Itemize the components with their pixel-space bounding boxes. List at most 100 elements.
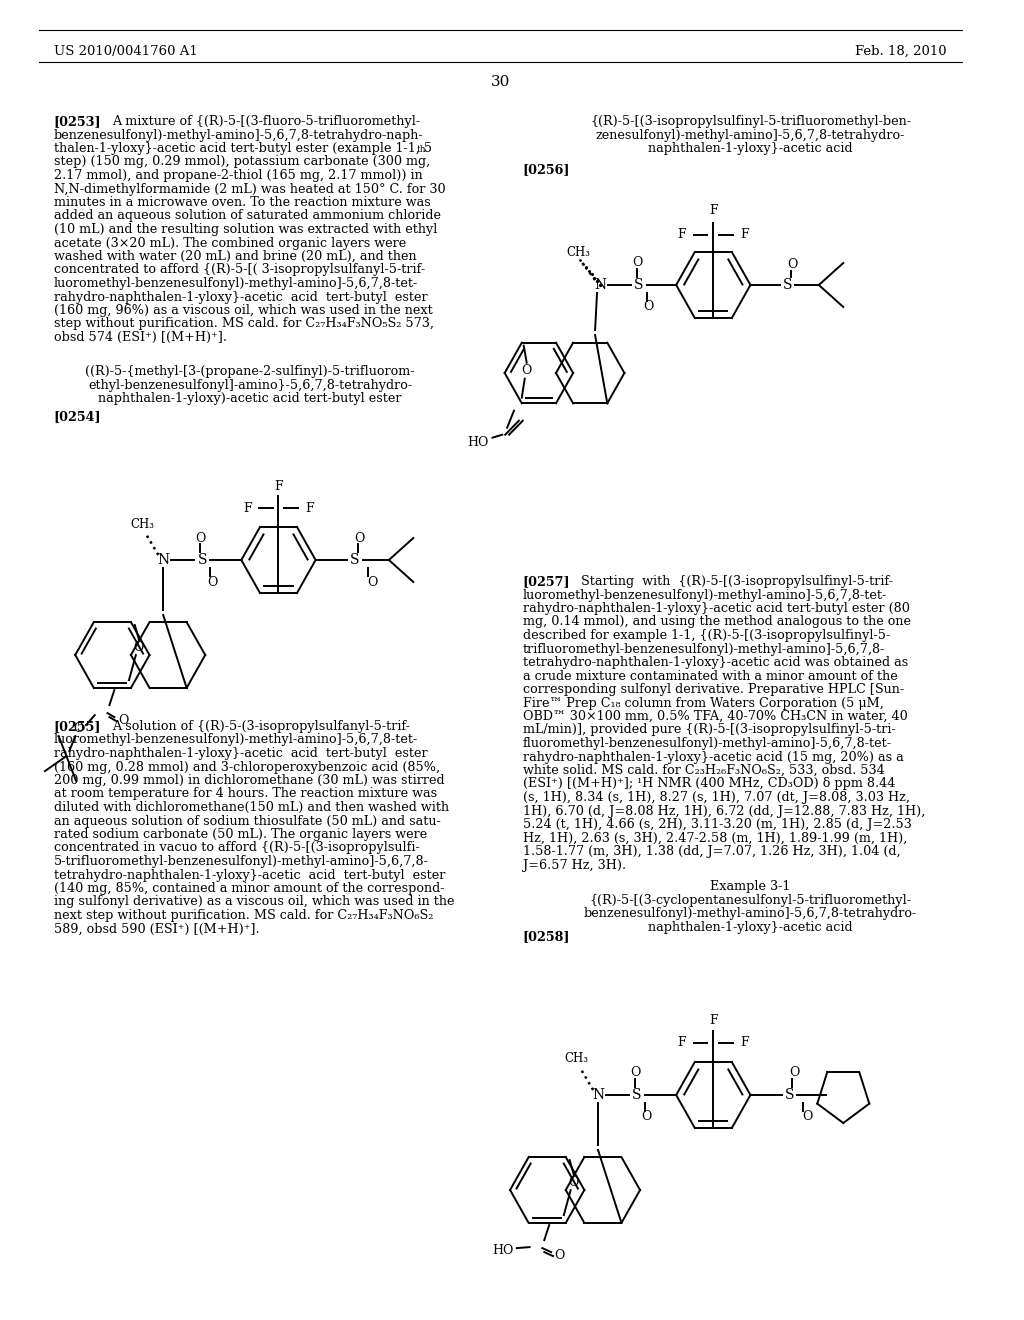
- Text: CH₃: CH₃: [565, 1052, 589, 1065]
- Text: benzenesulfonyl)-methyl-amino]-5,6,7,8-tetrahydro-: benzenesulfonyl)-methyl-amino]-5,6,7,8-t…: [584, 908, 918, 920]
- Text: F: F: [740, 228, 749, 242]
- Text: 2.17 mmol), and propane-2-thiol (165 mg, 2.17 mmol)) in: 2.17 mmol), and propane-2-thiol (165 mg,…: [53, 169, 423, 182]
- Text: 589, obsd 590 (ESI⁺) [(M+H)⁺].: 589, obsd 590 (ESI⁺) [(M+H)⁺].: [53, 923, 259, 936]
- Text: thalen-1-yloxy}-acetic acid tert-butyl ester (example 1-1, 5: thalen-1-yloxy}-acetic acid tert-butyl e…: [53, 143, 432, 154]
- Text: Fire™ Prep C₁₈ column from Waters Corporation (5 μM,: Fire™ Prep C₁₈ column from Waters Corpor…: [523, 697, 884, 710]
- Text: naphthalen-1-yloxy)-acetic acid tert-butyl ester: naphthalen-1-yloxy)-acetic acid tert-but…: [98, 392, 401, 405]
- Text: O: O: [73, 722, 83, 735]
- Text: rahydro-naphthalen-1-yloxy}-acetic acid tert-butyl ester (80: rahydro-naphthalen-1-yloxy}-acetic acid …: [523, 602, 909, 615]
- Text: HO: HO: [467, 436, 488, 449]
- Text: (s, 1H), 8.34 (s, 1H), 8.27 (s, 1H), 7.07 (dt, J=8.08, 3.03 Hz,: (s, 1H), 8.34 (s, 1H), 8.27 (s, 1H), 7.0…: [523, 791, 909, 804]
- Text: CH₃: CH₃: [566, 246, 591, 259]
- Text: A solution of {(R)-5-(3-isopropylsulfanyl-5-trif-: A solution of {(R)-5-(3-isopropylsulfany…: [113, 719, 411, 733]
- Text: next step without purification. MS cald. for C₂₇H₃₄F₃NO₆S₂: next step without purification. MS cald.…: [53, 909, 433, 921]
- Text: J=6.57 Hz, 3H).: J=6.57 Hz, 3H).: [523, 858, 626, 871]
- Text: Example 3-1: Example 3-1: [711, 880, 791, 894]
- Text: (140 mg, 85%, contained a minor amount of the correspond-: (140 mg, 85%, contained a minor amount o…: [53, 882, 444, 895]
- Text: 200 mg, 0.99 mmol) in dichloromethane (30 mL) was stirred: 200 mg, 0.99 mmol) in dichloromethane (3…: [53, 774, 444, 787]
- Text: ((R)-5-{methyl-[3-(propane-2-sulfinyl)-5-trifluorom-: ((R)-5-{methyl-[3-(propane-2-sulfinyl)-5…: [85, 366, 415, 378]
- Text: N: N: [157, 553, 169, 568]
- Text: O: O: [133, 640, 144, 653]
- Text: (160 mg, 96%) as a viscous oil, which was used in the next: (160 mg, 96%) as a viscous oil, which wa…: [53, 304, 432, 317]
- Text: N: N: [592, 1088, 604, 1102]
- Text: corresponding sulfonyl derivative. Preparative HPLC [Sun-: corresponding sulfonyl derivative. Prepa…: [523, 682, 904, 696]
- Text: 5.24 (t, 1H), 4.66 (s, 2H), 3.11-3.20 (m, 1H), 2.85 (d, J=2.53: 5.24 (t, 1H), 4.66 (s, 2H), 3.11-3.20 (m…: [523, 818, 911, 832]
- Text: benzenesulfonyl)-methyl-amino]-5,6,7,8-tetrahydro-naph-: benzenesulfonyl)-methyl-amino]-5,6,7,8-t…: [53, 128, 423, 141]
- Text: F: F: [274, 479, 283, 492]
- Text: S: S: [633, 1088, 642, 1102]
- Text: step without purification. MS cald. for C₂₇H₃₄F₃NO₅S₂ 573,: step without purification. MS cald. for …: [53, 318, 434, 330]
- Text: A mixture of {(R)-5-[(3-fluoro-5-trifluoromethyl-: A mixture of {(R)-5-[(3-fluoro-5-trifluo…: [113, 115, 421, 128]
- Text: 1.58-1.77 (m, 3H), 1.38 (dd, J=7.07, 1.26 Hz, 3H), 1.04 (d,: 1.58-1.77 (m, 3H), 1.38 (dd, J=7.07, 1.2…: [523, 845, 900, 858]
- Text: (ESI⁺) [(M+H)⁺]; ¹H NMR (400 MHz, CD₃OD) δ ppm 8.44: (ESI⁺) [(M+H)⁺]; ¹H NMR (400 MHz, CD₃OD)…: [523, 777, 895, 791]
- Text: rahydro-naphthalen-1-yloxy}-acetic  acid  tert-butyl  ester: rahydro-naphthalen-1-yloxy}-acetic acid …: [53, 290, 427, 304]
- Text: HO: HO: [493, 1243, 514, 1257]
- Text: F: F: [709, 1015, 718, 1027]
- Text: rahydro-naphthalen-1-yloxy}-acetic acid (15 mg, 20%) as a: rahydro-naphthalen-1-yloxy}-acetic acid …: [523, 751, 903, 763]
- Text: O: O: [207, 576, 217, 589]
- Text: S: S: [784, 1088, 795, 1102]
- Text: Starting  with  {(R)-5-[(3-isopropylsulfinyl-5-trif-: Starting with {(R)-5-[(3-isopropylsulfin…: [582, 576, 893, 587]
- Text: ethyl-benzenesulfonyl]-amino}-5,6,7,8-tetrahydro-: ethyl-benzenesulfonyl]-amino}-5,6,7,8-te…: [88, 379, 413, 392]
- Text: described for example 1-1, {(R)-5-[(3-isopropylsulfinyl-5-: described for example 1-1, {(R)-5-[(3-is…: [523, 630, 890, 642]
- Text: US 2010/0041760 A1: US 2010/0041760 A1: [53, 45, 198, 58]
- Text: diluted with dichloromethane(150 mL) and then washed with: diluted with dichloromethane(150 mL) and…: [53, 801, 449, 814]
- Text: tetrahydro-naphthalen-1-yloxy}-acetic  acid  tert-butyl  ester: tetrahydro-naphthalen-1-yloxy}-acetic ac…: [53, 869, 445, 882]
- Text: O: O: [568, 1176, 579, 1188]
- Text: O: O: [630, 1067, 640, 1080]
- Text: CH₃: CH₃: [130, 517, 154, 531]
- Text: N,N-dimethylformamide (2 mL) was heated at 150° C. for 30: N,N-dimethylformamide (2 mL) was heated …: [53, 182, 445, 195]
- Text: obsd 574 (ESI⁺) [(M+H)⁺].: obsd 574 (ESI⁺) [(M+H)⁺].: [53, 331, 226, 345]
- Text: a crude mixture contaminated with a minor amount of the: a crude mixture contaminated with a mino…: [523, 669, 897, 682]
- Text: naphthalen-1-yloxy}-acetic acid: naphthalen-1-yloxy}-acetic acid: [648, 921, 853, 935]
- Text: O: O: [555, 1249, 565, 1262]
- Text: F: F: [243, 502, 252, 515]
- Text: 5-trifluoromethyl-benzenesulfonyl)-methyl-amino]-5,6,7,8-: 5-trifluoromethyl-benzenesulfonyl)-methy…: [53, 855, 429, 869]
- Text: Hz, 1H), 2.63 (s, 3H), 2.47-2.58 (m, 1H), 1.89-1.99 (m, 1H),: Hz, 1H), 2.63 (s, 3H), 2.47-2.58 (m, 1H)…: [523, 832, 907, 845]
- Text: O: O: [632, 256, 642, 269]
- Text: naphthalen-1-yloxy}-acetic acid: naphthalen-1-yloxy}-acetic acid: [648, 143, 853, 154]
- Text: fluoromethyl-benzenesulfonyl)-methyl-amino]-5,6,7,8-tet-: fluoromethyl-benzenesulfonyl)-methyl-ami…: [523, 737, 892, 750]
- Text: F: F: [305, 502, 314, 515]
- Text: (10 mL) and the resulting solution was extracted with ethyl: (10 mL) and the resulting solution was e…: [53, 223, 437, 236]
- Text: S: S: [350, 553, 359, 568]
- Text: step) (150 mg, 0.29 mmol), potassium carbonate (300 mg,: step) (150 mg, 0.29 mmol), potassium car…: [53, 156, 430, 169]
- Text: OBD™ 30×100 mm, 0.5% TFA, 40-70% CH₃CN in water, 40: OBD™ 30×100 mm, 0.5% TFA, 40-70% CH₃CN i…: [523, 710, 907, 723]
- Text: rated sodium carbonate (50 mL). The organic layers were: rated sodium carbonate (50 mL). The orga…: [53, 828, 427, 841]
- Text: [0255]: [0255]: [53, 719, 101, 733]
- Text: (160 mg, 0.28 mmol) and 3-chloroperoxybenzoic acid (85%,: (160 mg, 0.28 mmol) and 3-chloroperoxybe…: [53, 760, 440, 774]
- Text: zenesulfonyl)-methyl-amino]-5,6,7,8-tetrahydro-: zenesulfonyl)-methyl-amino]-5,6,7,8-tetr…: [596, 128, 905, 141]
- Text: [0257]: [0257]: [523, 576, 570, 587]
- Text: tetrahydro-naphthalen-1-yloxy}-acetic acid was obtained as: tetrahydro-naphthalen-1-yloxy}-acetic ac…: [523, 656, 908, 669]
- Text: acetate (3×20 mL). The combined organic layers were: acetate (3×20 mL). The combined organic …: [53, 236, 406, 249]
- Text: O: O: [802, 1110, 812, 1123]
- Text: Feb. 18, 2010: Feb. 18, 2010: [855, 45, 947, 58]
- Text: N: N: [594, 279, 606, 292]
- Text: washed with water (20 mL) and brine (20 mL), and then: washed with water (20 mL) and brine (20 …: [53, 249, 417, 263]
- Text: mL/min)], provided pure {(R)-5-[(3-isopropylsulfinyl-5-tri-: mL/min)], provided pure {(R)-5-[(3-isopr…: [523, 723, 896, 737]
- Text: mg, 0.14 mmol), and using the method analogous to the one: mg, 0.14 mmol), and using the method ana…: [523, 615, 910, 628]
- Text: O: O: [790, 1067, 800, 1080]
- Text: S: S: [782, 279, 793, 292]
- Text: th: th: [417, 145, 426, 154]
- Text: concentrated to afford {(R)-5-[( 3-isopropylsulfanyl-5-trif-: concentrated to afford {(R)-5-[( 3-isopr…: [53, 264, 425, 276]
- Text: ing sulfonyl derivative) as a viscous oil, which was used in the: ing sulfonyl derivative) as a viscous oi…: [53, 895, 455, 908]
- Text: F: F: [678, 228, 686, 242]
- Text: F: F: [740, 1036, 749, 1049]
- Text: minutes in a microwave oven. To the reaction mixture was: minutes in a microwave oven. To the reac…: [53, 195, 430, 209]
- Text: O: O: [368, 576, 378, 589]
- Text: S: S: [198, 553, 207, 568]
- Text: 1H), 6.70 (d, J=8.08 Hz, 1H), 6.72 (dd, J=12.88, 7.83 Hz, 1H),: 1H), 6.70 (d, J=8.08 Hz, 1H), 6.72 (dd, …: [523, 804, 925, 817]
- Text: concentrated in vacuo to afford {(R)-5-[(3-isopropylsulfi-: concentrated in vacuo to afford {(R)-5-[…: [53, 842, 420, 854]
- Text: {(R)-5-[(3-cyclopentanesulfonyl-5-trifluoromethyl-: {(R)-5-[(3-cyclopentanesulfonyl-5-triflu…: [590, 894, 911, 907]
- Text: O: O: [196, 532, 206, 544]
- Text: O: O: [644, 301, 654, 314]
- Text: at room temperature for 4 hours. The reaction mixture was: at room temperature for 4 hours. The rea…: [53, 788, 437, 800]
- Text: luoromethyl-benzenesulfonyl)-methyl-amino]-5,6,7,8-tet-: luoromethyl-benzenesulfonyl)-methyl-amin…: [53, 277, 418, 290]
- Text: luoromethyl-benzenesulfonyl)-methyl-amino]-5,6,7,8-tet-: luoromethyl-benzenesulfonyl)-methyl-amin…: [53, 734, 418, 747]
- Text: added an aqueous solution of saturated ammonium chloride: added an aqueous solution of saturated a…: [53, 210, 440, 223]
- Text: O: O: [521, 364, 531, 378]
- Text: [0258]: [0258]: [523, 931, 570, 942]
- Text: O: O: [354, 532, 365, 544]
- Text: O: O: [787, 259, 798, 272]
